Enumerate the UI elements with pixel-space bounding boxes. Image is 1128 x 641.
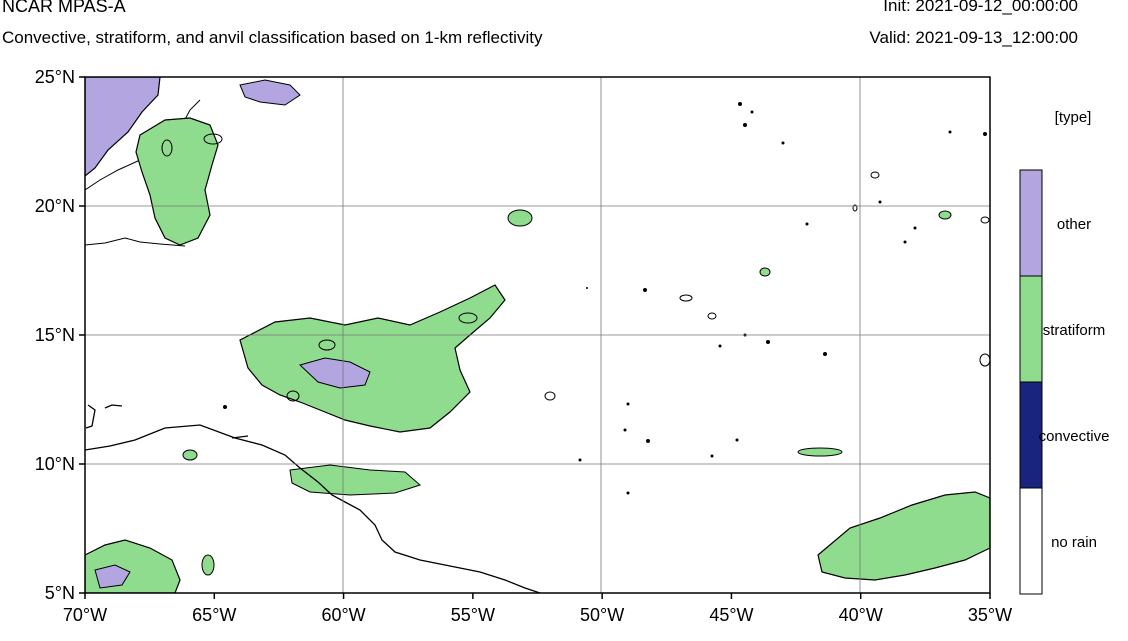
legend-entry-label: stratiform [1043, 322, 1106, 339]
region-nw-other-2 [239, 79, 301, 106]
legend-swatch [1019, 275, 1043, 383]
x-tick-label: 35°W [968, 605, 1012, 625]
tiny-dots [223, 102, 987, 495]
x-tick-label: 50°W [580, 605, 624, 625]
region-nw-stratiform [135, 117, 219, 246]
x-tick-label: 45°W [709, 605, 753, 625]
region-nw-contour-2 [85, 237, 186, 247]
coastline-south-america [85, 424, 541, 593]
legend: [type] other stratiform convective no rain [1019, 109, 1110, 595]
precip-regions [85, 77, 990, 593]
x-tick-label: 40°W [839, 605, 883, 625]
x-tick-label: 65°W [192, 605, 236, 625]
coastlines [85, 404, 541, 593]
region-central-stratiform [239, 284, 506, 433]
legend-swatch [1019, 169, 1043, 277]
y-tick-label: 15°N [35, 325, 75, 345]
y-tick-label: 25°N [35, 67, 75, 87]
x-axis: 70°W 65°W 60°W 55°W 50°W 45°W 40°W 35°W [63, 593, 1012, 625]
y-tick-label: 5°N [45, 583, 75, 603]
legend-colorbar [1019, 169, 1043, 595]
map-title: NCAR MPAS-A [2, 0, 126, 16]
region-central-other [299, 357, 371, 389]
legend-entry-label: no rain [1051, 534, 1097, 551]
region-central-south [289, 464, 421, 496]
region-se-stratiform [817, 491, 990, 581]
region-sw-other [94, 564, 131, 589]
legend-title: [type] [1055, 109, 1092, 126]
small-cells [161, 133, 990, 402]
init-time: Init: 2021-09-12_00:00:00 [883, 0, 1078, 15]
scattered-cells [182, 209, 952, 576]
y-axis: 25°N 20°N 15°N 10°N 5°N [35, 67, 85, 603]
legend-labels: other stratiform convective no rain [1039, 216, 1110, 551]
x-tick-label: 60°W [321, 605, 365, 625]
x-tick-label: 70°W [63, 605, 107, 625]
legend-entry-label: other [1057, 216, 1091, 233]
map-subtitle: Convective, stratiform, and anvil classi… [2, 28, 543, 47]
coastline-islands [85, 404, 249, 439]
y-tick-label: 10°N [35, 454, 75, 474]
region-nw-other [85, 77, 161, 177]
legend-entry-label: convective [1039, 428, 1110, 445]
x-tick-label: 55°W [451, 605, 495, 625]
y-tick-label: 20°N [35, 196, 75, 216]
legend-swatch [1019, 487, 1043, 595]
gridlines [85, 77, 990, 593]
valid-time: Valid: 2021-09-13_12:00:00 [869, 28, 1078, 47]
